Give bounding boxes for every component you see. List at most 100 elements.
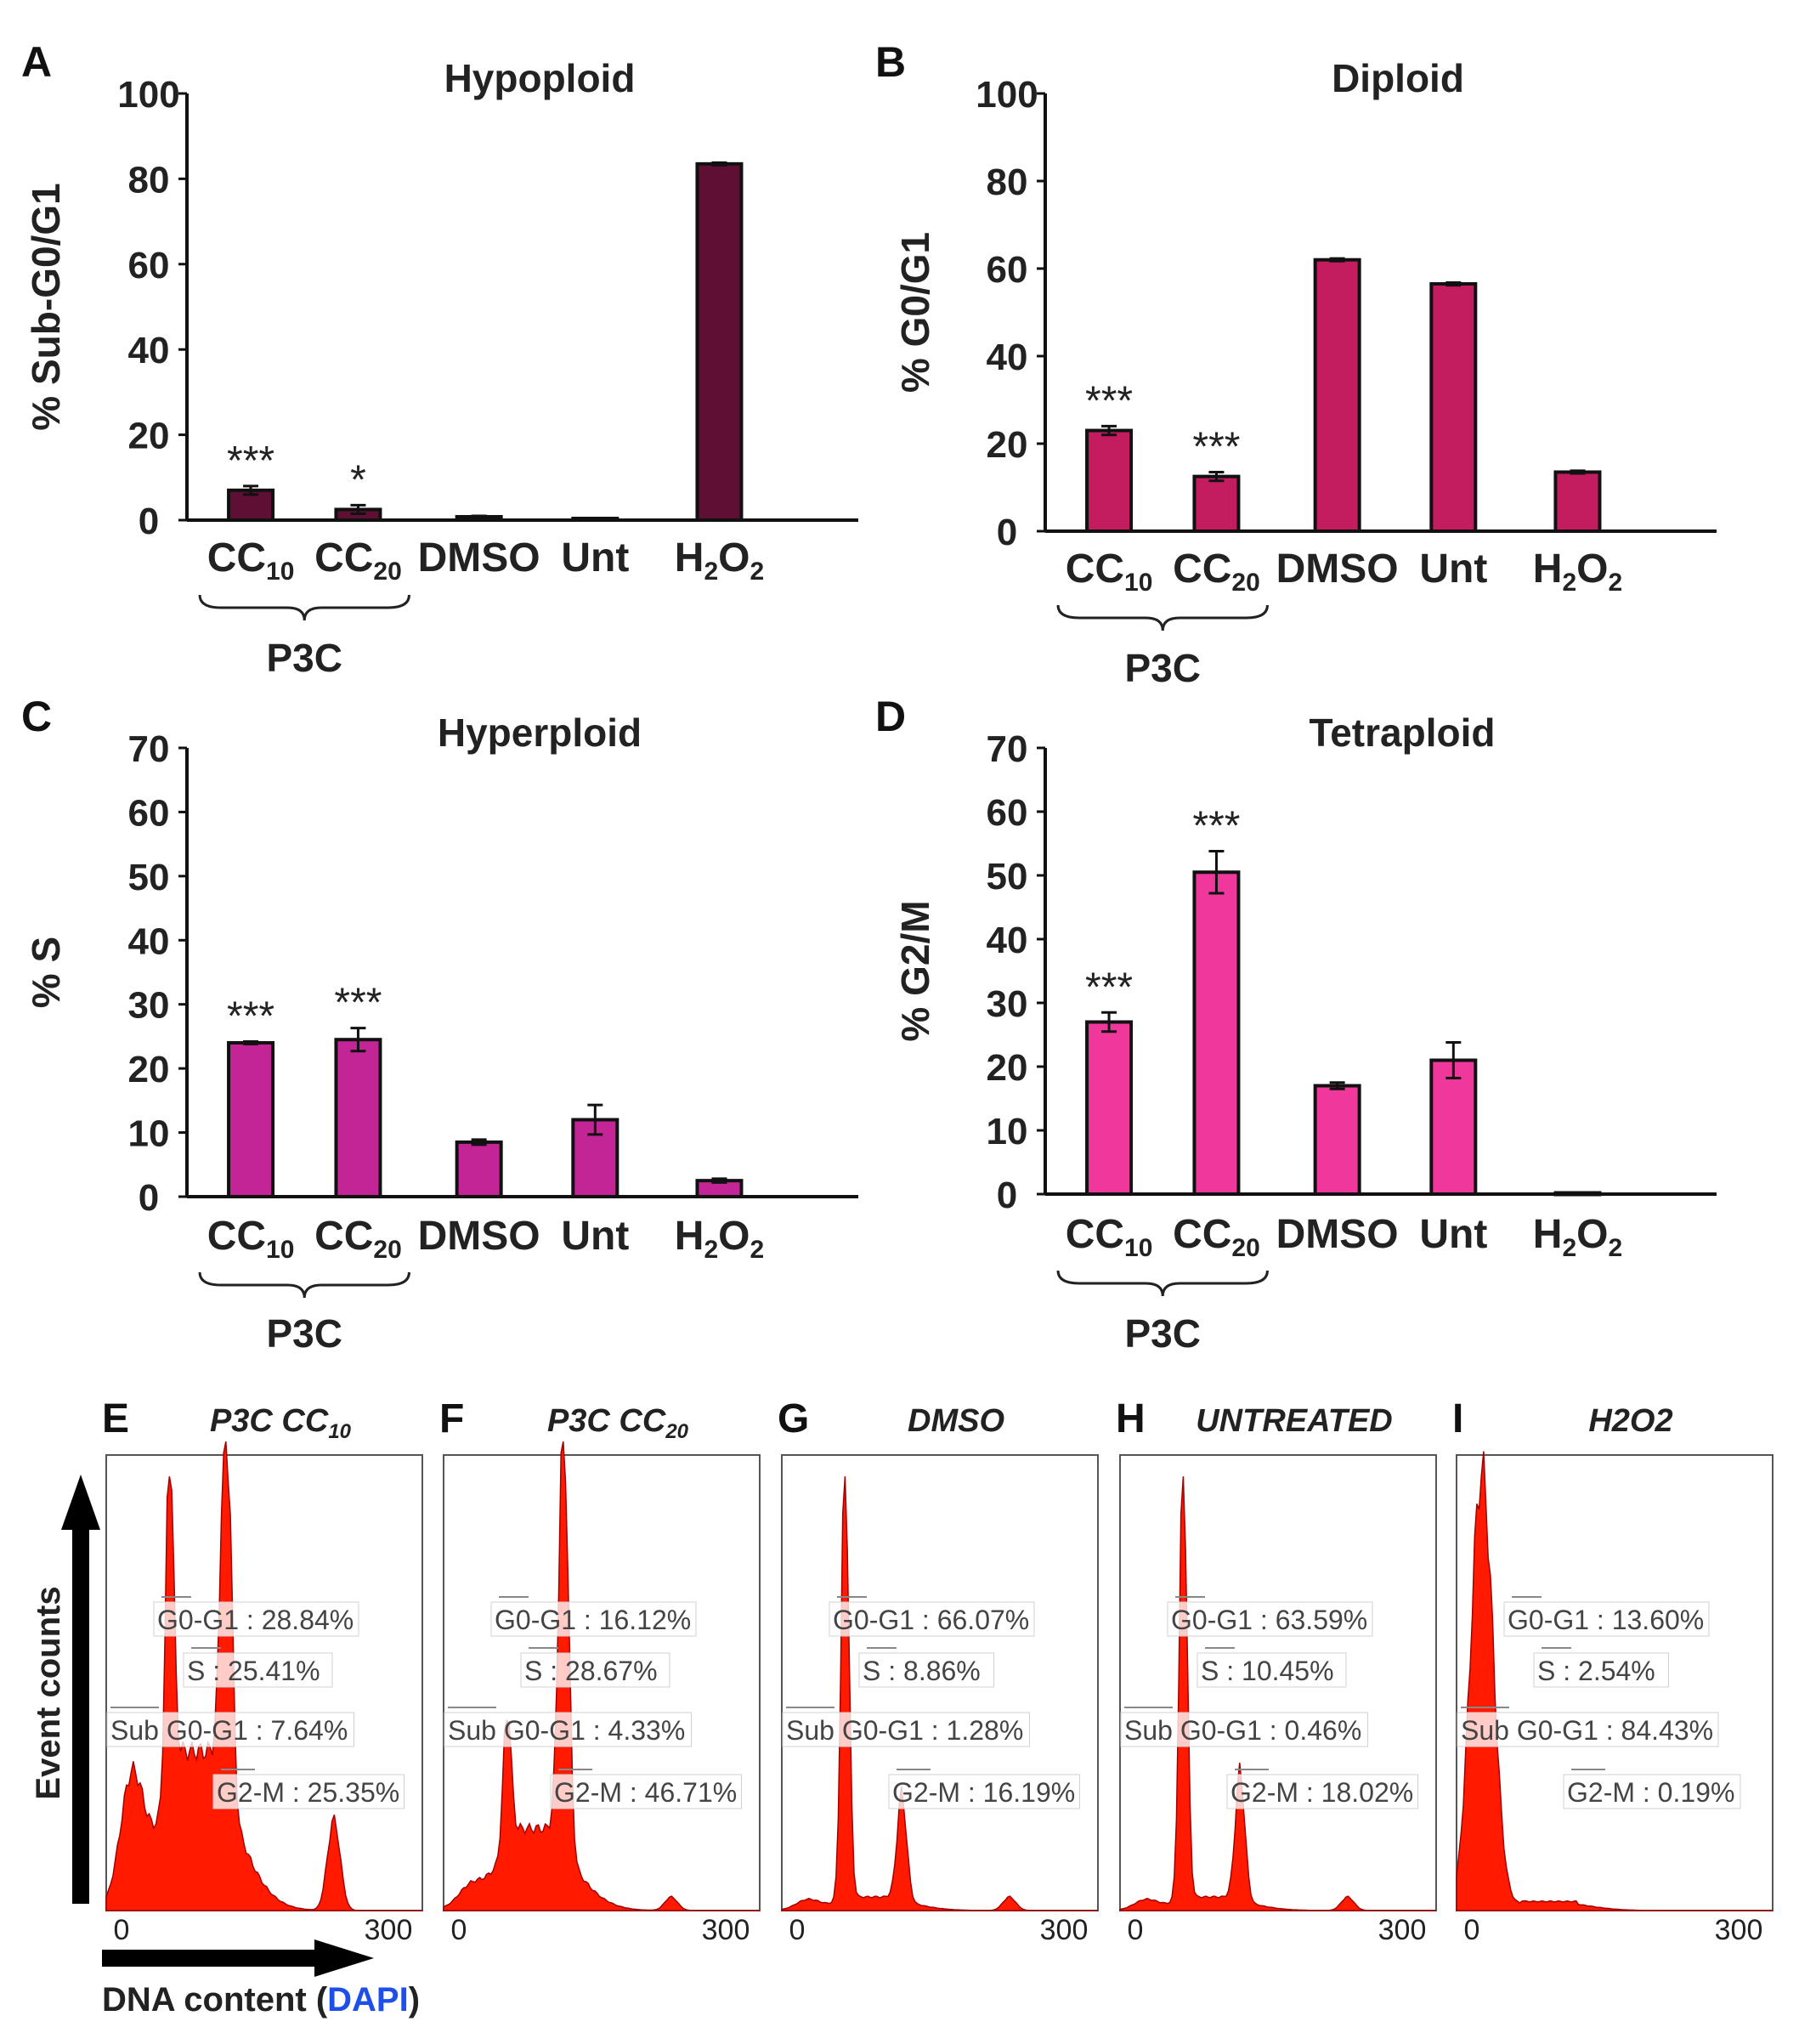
bar — [1192, 870, 1241, 1196]
y-axis-label: % G2/M — [893, 900, 937, 1041]
group-label: P3C — [267, 636, 342, 680]
panel-letter: I — [1452, 1396, 1463, 1441]
y-tick-label: 60 — [128, 792, 170, 834]
category-label: CC20 — [314, 1214, 402, 1264]
sub-g0g1-label: Sub G0-G1 : 1.28% — [786, 1715, 1023, 1746]
y-tick-label: 0 — [139, 1177, 159, 1219]
g0g1-label: G0-G1 : 13.60% — [1508, 1605, 1704, 1635]
gate-label-box — [490, 1601, 697, 1637]
category-label: DMSO — [418, 1214, 540, 1259]
panel-letter: E — [102, 1396, 129, 1441]
bar — [227, 1040, 275, 1198]
x-min-label: 0 — [1464, 1914, 1480, 1946]
chart-title: Hypoploid — [444, 56, 636, 100]
significance-marker: * — [350, 457, 366, 502]
x-max-label: 300 — [365, 1914, 413, 1946]
y-tick-label: 0 — [139, 501, 159, 542]
group-brace — [198, 594, 410, 621]
significance-marker: *** — [1192, 424, 1240, 469]
y-tick-label: 20 — [128, 1049, 170, 1090]
g0g1-label: G0-G1 : 66.07% — [833, 1605, 1029, 1635]
x-max-label: 300 — [1040, 1914, 1089, 1946]
x-arrow-head — [314, 1939, 374, 1977]
gate-label-box — [1197, 1652, 1347, 1688]
category-label: CC20 — [1173, 546, 1260, 597]
g0g1-label: G0-G1 : 28.84% — [157, 1605, 354, 1635]
bar — [1553, 470, 1602, 533]
x-min-label: 0 — [789, 1914, 806, 1946]
y-tick-label: 80 — [128, 159, 170, 201]
y-tick-label: 100 — [117, 74, 179, 116]
significance-marker: *** — [1192, 804, 1240, 849]
group-label: P3C — [1125, 646, 1201, 690]
category-label: CC20 — [314, 535, 402, 586]
histogram-panels: Event counts DNA content (DAPI) E P3C CC10 G… — [30, 1396, 1774, 2019]
histogram-g: G DMSO G0-G1 : 66.07% S : 8.86% Sub G0-G1 : … — [778, 1396, 1099, 1946]
g2m-label: G2-M : 16.19% — [892, 1777, 1075, 1808]
y-tick-label: 20 — [987, 424, 1028, 466]
significance-marker: *** — [227, 994, 274, 1039]
s-label: S : 25.41% — [187, 1656, 320, 1686]
y-axis-label: % Sub-G0/G1 — [24, 183, 68, 430]
category-label: DMSO — [1276, 546, 1399, 592]
bar-chart-d: D Tetraploid % G2/M 0 10 20 30 40 50 60 70 *** CC10 *… — [875, 693, 1717, 1356]
x-min-label: 0 — [114, 1914, 130, 1946]
group-label: P3C — [267, 1311, 342, 1356]
gate-label-box — [106, 1712, 354, 1747]
chart-title: Tetraploid — [1310, 711, 1496, 755]
bar — [1085, 1020, 1134, 1196]
significance-marker: *** — [227, 439, 274, 484]
y-tick-label: 60 — [987, 249, 1028, 291]
histogram-area — [781, 1476, 1098, 1911]
bar — [1429, 282, 1478, 533]
gate-label-box — [1120, 1712, 1368, 1747]
gate-label-box — [550, 1774, 742, 1809]
chart-title: Diploid — [1332, 56, 1464, 100]
panel-letter: C — [21, 693, 52, 740]
y-tick-label: 30 — [128, 985, 170, 1027]
bar — [1192, 474, 1241, 533]
category-label: CC10 — [207, 535, 295, 586]
x-axis-label: DNA content (DAPI) — [102, 1981, 420, 2019]
y-tick-label: 60 — [128, 245, 170, 286]
g2m-label: G2-M : 25.35% — [217, 1777, 399, 1808]
histogram-title: UNTREATED — [1196, 1403, 1393, 1439]
y-tick-label: 40 — [987, 337, 1028, 378]
panel-letter: G — [778, 1396, 809, 1441]
category-label: CC10 — [1066, 546, 1153, 597]
gate-label-box — [212, 1774, 404, 1809]
gate-label-box — [858, 1652, 994, 1688]
group-label: P3C — [1125, 1311, 1201, 1356]
gate-label-box — [444, 1712, 692, 1747]
panel-letter: F — [439, 1396, 464, 1441]
y-tick-label: 40 — [128, 920, 170, 962]
y-tick-label: 100 — [976, 74, 1038, 116]
gate-label-box — [1457, 1712, 1719, 1747]
gate-label-box — [1167, 1601, 1373, 1637]
y-tick-label: 30 — [987, 983, 1028, 1025]
g2m-label: G2-M : 46.71% — [554, 1777, 737, 1808]
y-arrow-head — [61, 1475, 100, 1530]
category-label: Unt — [1419, 546, 1487, 592]
sub-g0g1-label: Sub G0-G1 : 4.33% — [448, 1715, 685, 1746]
gate-label-box — [153, 1601, 359, 1637]
category-label: DMSO — [1276, 1212, 1399, 1257]
s-label: S : 28.67% — [524, 1656, 658, 1686]
category-label: CC10 — [207, 1214, 295, 1264]
y-tick-label: 50 — [128, 857, 170, 898]
gate-label-box — [888, 1774, 1080, 1809]
bar-chart-c: C Hyperploid % S 0 10 20 30 40 50 60 70 *** CC10 *** C… — [21, 693, 858, 1356]
bar — [334, 1038, 382, 1198]
significance-marker: *** — [334, 981, 382, 1026]
panel-letter: H — [1116, 1396, 1146, 1441]
sub-g0g1-label: Sub G0-G1 : 7.64% — [110, 1715, 348, 1746]
gate-label-box — [1226, 1774, 1418, 1809]
histogram-area — [105, 1441, 422, 1911]
bar — [1313, 1084, 1361, 1196]
y-tick-label: 0 — [997, 1175, 1017, 1216]
bar — [695, 161, 744, 523]
y-tick-label: 60 — [987, 792, 1028, 834]
significance-marker: *** — [1085, 965, 1133, 1010]
x-min-label: 0 — [451, 1914, 467, 1946]
